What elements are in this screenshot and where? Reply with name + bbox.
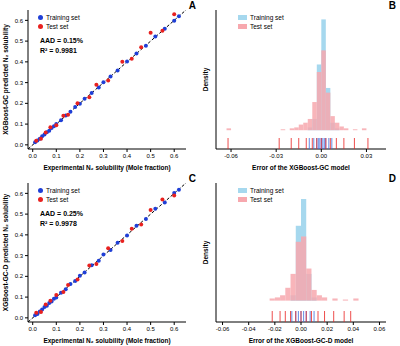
svg-text:0.06: 0.06 xyxy=(374,326,386,332)
svg-text:0.02: 0.02 xyxy=(321,326,333,332)
svg-text:0.1: 0.1 xyxy=(15,294,24,300)
svg-text:0.5: 0.5 xyxy=(146,153,155,159)
svg-text:0.5: 0.5 xyxy=(15,38,24,44)
html-text:AAD = 0.15%: AAD = 0.15% xyxy=(40,37,83,44)
html-text:Training set: Training set xyxy=(46,14,80,21)
svg-text:Density: Density xyxy=(202,67,210,91)
svg-text:-0.03: -0.03 xyxy=(269,153,283,159)
svg-text:0.04: 0.04 xyxy=(347,326,359,332)
svg-text:0.0: 0.0 xyxy=(15,315,24,321)
svg-text:0.2: 0.2 xyxy=(15,100,24,106)
svg-text:0.1: 0.1 xyxy=(52,326,61,332)
html-text:Training set: Training set xyxy=(250,187,284,194)
svg-text:0.5: 0.5 xyxy=(15,211,24,217)
svg-text:0.6: 0.6 xyxy=(15,191,24,197)
svg-text:Experimental N₂ solubility (Mo: Experimental N₂ solubility (Mole fractio… xyxy=(43,164,170,172)
svg-text:Density: Density xyxy=(202,240,210,264)
svg-text:0.5: 0.5 xyxy=(146,326,155,332)
svg-text:Error of the XGBoost-GC model: Error of the XGBoost-GC model xyxy=(252,164,350,171)
svg-text:-0.06: -0.06 xyxy=(216,326,230,332)
html-text:B: B xyxy=(388,0,396,11)
svg-text:Error of the XGBoost-GC-D mode: Error of the XGBoost-GC-D model xyxy=(249,337,354,344)
svg-text:0.4: 0.4 xyxy=(123,326,132,332)
svg-text:-0.04: -0.04 xyxy=(242,326,256,332)
svg-text:0.3: 0.3 xyxy=(99,153,108,159)
svg-text:0.4: 0.4 xyxy=(15,232,24,238)
html-text:R² = 0.9981: R² = 0.9981 xyxy=(40,47,77,54)
svg-text:0.2: 0.2 xyxy=(15,273,24,279)
html-text:AAD = 0.25%: AAD = 0.25% xyxy=(40,210,83,217)
svg-text:0.2: 0.2 xyxy=(76,153,85,159)
svg-text:XGBoost-GC predicted N₂ solubi: XGBoost-GC predicted N₂ solubility xyxy=(8,24,10,135)
html-text:A: A xyxy=(188,0,196,11)
html-text:D: D xyxy=(388,173,396,184)
html-text:Test set: Test set xyxy=(250,23,273,30)
svg-text:0.0: 0.0 xyxy=(15,142,24,148)
html-text:Test set: Test set xyxy=(46,23,69,30)
html-text:C: C xyxy=(188,173,196,184)
svg-text:Experimental N₂ solubility (Mo: Experimental N₂ solubility (Mole fractio… xyxy=(43,337,170,345)
svg-text:0.6: 0.6 xyxy=(15,18,24,24)
html-text:Test set: Test set xyxy=(46,196,69,203)
html-text:R² = 0.9978: R² = 0.9978 xyxy=(40,220,77,227)
svg-text:-0.06: -0.06 xyxy=(224,153,238,159)
svg-text:0.0: 0.0 xyxy=(29,153,38,159)
svg-text:0.03: 0.03 xyxy=(361,153,373,159)
html-text:Training set: Training set xyxy=(250,14,284,21)
html-text:Training set: Training set xyxy=(46,187,80,194)
svg-text:0.3: 0.3 xyxy=(15,253,24,259)
svg-text:0.4: 0.4 xyxy=(15,59,24,65)
svg-text:0.6: 0.6 xyxy=(170,326,179,332)
svg-text:0.2: 0.2 xyxy=(76,326,85,332)
svg-text:XGBoost-GC-D predicted N₂ solu: XGBoost-GC-D predicted N₂ solubility xyxy=(8,193,10,311)
svg-text:0.1: 0.1 xyxy=(52,153,61,159)
svg-text:0.00: 0.00 xyxy=(295,326,307,332)
svg-text:0.0: 0.0 xyxy=(29,326,38,332)
svg-text:0.6: 0.6 xyxy=(170,153,179,159)
svg-text:0.3: 0.3 xyxy=(99,326,108,332)
svg-text:-0.02: -0.02 xyxy=(268,326,282,332)
html-text:Test set: Test set xyxy=(250,196,273,203)
svg-text:0.3: 0.3 xyxy=(15,80,24,86)
svg-text:0.1: 0.1 xyxy=(15,121,24,127)
svg-text:0.00: 0.00 xyxy=(315,153,327,159)
svg-text:0.4: 0.4 xyxy=(123,153,132,159)
